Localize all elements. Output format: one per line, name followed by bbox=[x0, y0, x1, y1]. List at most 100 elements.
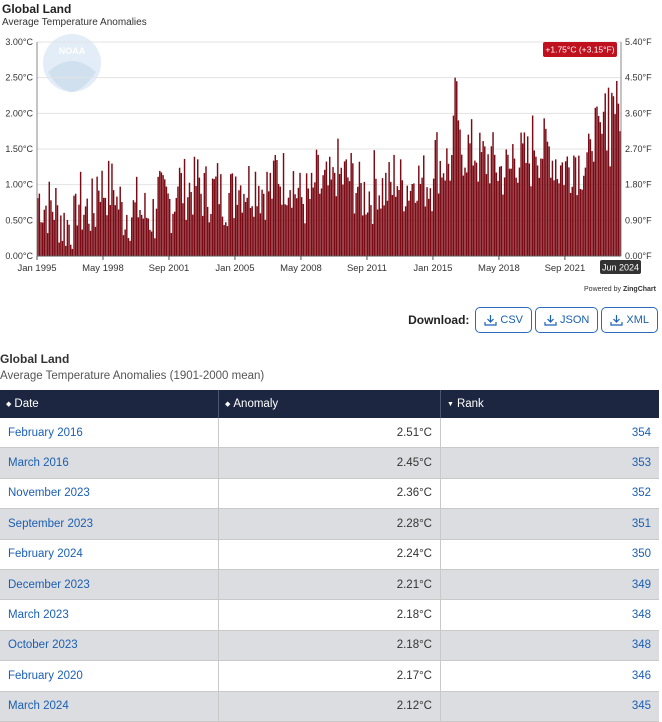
bar[interactable] bbox=[503, 177, 506, 256]
bar[interactable] bbox=[192, 214, 194, 256]
bar[interactable] bbox=[256, 206, 258, 256]
bar-series[interactable] bbox=[37, 77, 621, 257]
bar[interactable] bbox=[421, 177, 423, 256]
bar[interactable] bbox=[612, 96, 615, 257]
bar[interactable] bbox=[178, 167, 181, 256]
bar[interactable] bbox=[522, 143, 524, 256]
bar[interactable] bbox=[134, 202, 136, 256]
bar[interactable] bbox=[489, 183, 491, 256]
bar[interactable] bbox=[505, 149, 507, 256]
bar[interactable] bbox=[550, 177, 552, 256]
row-date-link[interactable]: November 2023 bbox=[0, 478, 219, 510]
bar[interactable] bbox=[592, 161, 595, 256]
bar[interactable] bbox=[228, 192, 230, 256]
bar[interactable] bbox=[594, 107, 597, 256]
bar[interactable] bbox=[576, 195, 578, 256]
bar[interactable] bbox=[528, 163, 531, 256]
bar[interactable] bbox=[234, 176, 237, 256]
bar[interactable] bbox=[413, 183, 415, 256]
bar[interactable] bbox=[164, 179, 166, 256]
bar[interactable] bbox=[601, 133, 603, 256]
bar[interactable] bbox=[368, 191, 371, 256]
bar[interactable] bbox=[535, 156, 537, 256]
bar[interactable] bbox=[340, 167, 342, 256]
bar[interactable] bbox=[66, 220, 69, 256]
bar[interactable] bbox=[408, 200, 410, 256]
bar[interactable] bbox=[201, 215, 204, 256]
bar[interactable] bbox=[124, 229, 126, 257]
bar[interactable] bbox=[116, 196, 118, 256]
bar[interactable] bbox=[56, 205, 59, 256]
bar[interactable] bbox=[315, 149, 318, 256]
bar[interactable] bbox=[279, 186, 281, 256]
row-date-link[interactable]: February 2020 bbox=[0, 660, 219, 692]
bar[interactable] bbox=[172, 213, 174, 256]
bar[interactable] bbox=[530, 186, 532, 256]
bar[interactable] bbox=[393, 154, 395, 256]
bar[interactable] bbox=[38, 193, 41, 256]
bar[interactable] bbox=[241, 212, 244, 256]
bar[interactable] bbox=[343, 161, 346, 256]
bar[interactable] bbox=[427, 198, 430, 256]
bar[interactable] bbox=[477, 181, 479, 256]
bar[interactable] bbox=[561, 162, 564, 256]
bar[interactable] bbox=[188, 182, 191, 256]
row-rank-link[interactable]: 348 bbox=[440, 630, 659, 662]
bar[interactable] bbox=[43, 209, 46, 256]
bar[interactable] bbox=[492, 132, 494, 256]
bar[interactable] bbox=[182, 203, 184, 256]
bar[interactable] bbox=[55, 188, 57, 256]
bar[interactable] bbox=[83, 214, 85, 256]
bar[interactable] bbox=[520, 132, 522, 256]
bar[interactable] bbox=[446, 148, 448, 256]
bar[interactable] bbox=[457, 120, 460, 257]
bar[interactable] bbox=[223, 225, 225, 256]
bar[interactable] bbox=[93, 213, 95, 256]
bar[interactable] bbox=[41, 222, 44, 257]
bar[interactable] bbox=[581, 189, 583, 256]
row-rank-link[interactable]: 354 bbox=[440, 418, 659, 449]
bar[interactable] bbox=[398, 189, 400, 256]
bar[interactable] bbox=[69, 244, 72, 256]
bar[interactable] bbox=[76, 225, 79, 256]
row-date-link[interactable]: March 2024 bbox=[0, 691, 219, 722]
bar[interactable] bbox=[479, 132, 481, 256]
bar[interactable] bbox=[86, 198, 88, 256]
bar[interactable] bbox=[385, 172, 387, 256]
bar[interactable] bbox=[142, 218, 145, 256]
bar[interactable] bbox=[195, 186, 197, 256]
bar[interactable] bbox=[299, 172, 301, 256]
bar[interactable] bbox=[205, 166, 207, 256]
bar[interactable] bbox=[180, 173, 182, 256]
bar[interactable] bbox=[131, 217, 133, 256]
bar[interactable] bbox=[230, 174, 232, 256]
bar[interactable] bbox=[573, 155, 575, 256]
bar[interactable] bbox=[220, 174, 222, 256]
row-date-link[interactable]: December 2023 bbox=[0, 569, 219, 601]
bar[interactable] bbox=[342, 184, 344, 257]
bar[interactable] bbox=[304, 223, 306, 256]
bar[interactable] bbox=[225, 222, 227, 256]
bar[interactable] bbox=[396, 186, 399, 256]
bar[interactable] bbox=[391, 194, 394, 256]
bar[interactable] bbox=[152, 199, 154, 256]
bar[interactable] bbox=[112, 190, 115, 256]
bar[interactable] bbox=[546, 141, 549, 256]
bar[interactable] bbox=[249, 207, 252, 256]
bar[interactable] bbox=[244, 201, 247, 256]
bar[interactable] bbox=[266, 171, 268, 256]
bar[interactable] bbox=[416, 200, 418, 256]
bar[interactable] bbox=[617, 103, 620, 256]
bar[interactable] bbox=[360, 183, 362, 256]
bar[interactable] bbox=[89, 230, 92, 256]
row-rank-link[interactable]: 352 bbox=[440, 478, 659, 510]
bar[interactable] bbox=[297, 187, 300, 256]
bar[interactable] bbox=[226, 226, 229, 256]
bar[interactable] bbox=[129, 240, 131, 256]
bar[interactable] bbox=[365, 214, 367, 257]
bar[interactable] bbox=[490, 146, 493, 256]
bar[interactable] bbox=[439, 160, 441, 256]
row-date-link[interactable]: March 2023 bbox=[0, 599, 219, 631]
bar[interactable] bbox=[366, 212, 369, 256]
bar[interactable] bbox=[233, 218, 235, 256]
